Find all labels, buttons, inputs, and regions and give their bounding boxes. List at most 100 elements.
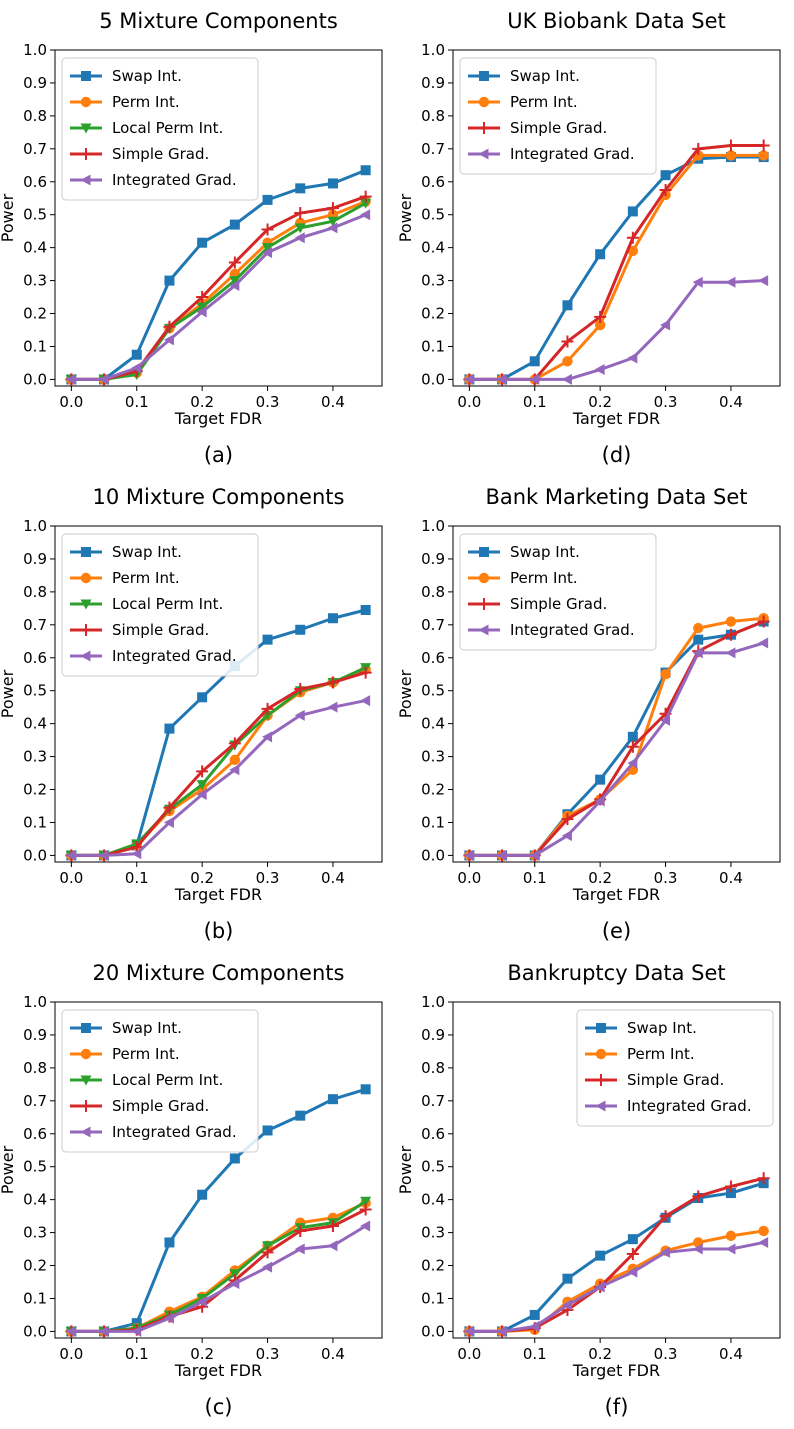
data-point xyxy=(360,198,372,209)
data-point xyxy=(757,615,770,628)
series-simple-grad xyxy=(65,666,372,862)
y-tick-label: 0.0 xyxy=(23,370,47,388)
data-point xyxy=(327,701,338,713)
data-point xyxy=(164,1237,175,1248)
data-point xyxy=(326,1220,339,1232)
data-point xyxy=(463,373,474,385)
data-point xyxy=(529,373,540,385)
data-point xyxy=(529,1320,540,1332)
data-point xyxy=(229,1278,240,1290)
x-tick-label: 0.0 xyxy=(59,1345,83,1363)
y-tick-label: 0.4 xyxy=(23,1191,47,1209)
series-integrated-grad xyxy=(463,637,769,861)
legend-entry: Perm Int. xyxy=(112,569,180,587)
data-point xyxy=(196,306,207,318)
x-tick-label: 0.4 xyxy=(321,1345,345,1363)
y-tick-label: 0.9 xyxy=(23,74,47,92)
x-axis-label: Target FDR xyxy=(572,885,660,904)
x-tick-label: 0.4 xyxy=(321,393,345,411)
x-tick-label: 0.3 xyxy=(256,869,280,887)
chart-title: Bank Marketing Data Set xyxy=(485,485,747,509)
data-point xyxy=(163,816,174,828)
chart-title: 20 Mixture Components xyxy=(93,961,345,985)
data-point xyxy=(692,142,705,155)
data-point xyxy=(595,249,606,260)
chart-title: 5 Mixture Components xyxy=(99,9,338,33)
data-point xyxy=(757,139,770,152)
legend-swatch-marker xyxy=(478,122,490,134)
series-line xyxy=(71,213,367,381)
y-tick-label: 0.0 xyxy=(421,370,445,388)
x-tick-label: 0.0 xyxy=(457,393,481,411)
y-tick-label: 0.6 xyxy=(23,173,47,191)
y-tick-label: 0.0 xyxy=(23,846,47,864)
data-point xyxy=(360,1084,371,1095)
data-point xyxy=(496,1325,507,1337)
y-tick-label: 0.1 xyxy=(23,1289,47,1307)
legend: Swap Int. Perm Int. Simple Grad. Integrated… xyxy=(459,57,657,175)
legend-box xyxy=(459,533,657,651)
data-point xyxy=(228,737,241,750)
x-tick-label: 0.4 xyxy=(321,869,345,887)
data-point xyxy=(594,364,605,376)
data-point xyxy=(562,300,573,311)
legend-swatch-marker xyxy=(595,1074,607,1086)
x-tick-label: 0.3 xyxy=(654,869,678,887)
chart-panel-5: 20 Mixture Components 0.0 0.1 0.2 0.3 0.4 0.5 0… xyxy=(0,961,383,1419)
data-point xyxy=(327,1240,338,1252)
x-axis-label: Target FDR xyxy=(174,1361,262,1380)
data-point xyxy=(294,232,305,244)
x-tick-label: 0.1 xyxy=(125,869,149,887)
data-point xyxy=(196,765,209,778)
legend-box xyxy=(61,57,259,201)
data-point xyxy=(529,1309,540,1320)
data-point xyxy=(262,247,273,259)
data-point xyxy=(131,349,142,360)
series-line xyxy=(469,641,765,857)
y-tick-label: 0.9 xyxy=(23,1026,47,1044)
y-tick-label: 0.5 xyxy=(23,1158,47,1176)
x-tick-label: 0.2 xyxy=(588,393,612,411)
legend-swatch-marker xyxy=(595,1048,607,1060)
data-point xyxy=(294,709,305,721)
data-point xyxy=(360,209,371,221)
legend: Swap Int. Perm Int. Local Perm Int. Simple … xyxy=(61,57,259,201)
data-point xyxy=(693,634,704,645)
data-point xyxy=(725,1230,737,1242)
x-tick-label: 0.2 xyxy=(588,1345,612,1363)
data-point xyxy=(163,334,174,346)
legend-swatch-marker xyxy=(80,599,92,610)
legend-swatch-marker xyxy=(81,71,91,81)
data-point xyxy=(229,1153,240,1164)
data-point xyxy=(262,1241,274,1252)
y-tick-label: 0.2 xyxy=(421,305,445,323)
data-point xyxy=(229,280,240,292)
legend-entry: Integrated Grad. xyxy=(627,1097,752,1115)
data-point xyxy=(660,669,671,680)
legend-swatch-marker xyxy=(80,650,91,662)
y-tick-label: 0.5 xyxy=(23,682,47,700)
series-integrated-grad xyxy=(463,1236,769,1337)
data-point xyxy=(164,723,175,734)
legend-entry: Perm Int. xyxy=(510,93,578,111)
data-point xyxy=(163,320,176,333)
y-tick-label: 0.8 xyxy=(23,1059,47,1077)
chart-panel-1: 5 Mixture Components 0.0 0.1 0.2 0.3 0.4 0.5 0.… xyxy=(0,9,383,467)
y-tick-label: 1.0 xyxy=(23,993,47,1011)
series-line xyxy=(71,168,367,381)
data-point xyxy=(758,1236,769,1248)
data-point xyxy=(360,605,371,615)
data-point xyxy=(65,1325,76,1337)
data-point xyxy=(262,194,273,205)
y-tick-label: 0.1 xyxy=(421,1289,445,1307)
y-tick-label: 0.6 xyxy=(421,649,445,667)
y-tick-label: 1.0 xyxy=(421,41,445,59)
data-point xyxy=(197,692,208,703)
legend-swatch-marker xyxy=(81,1023,91,1033)
data-point xyxy=(660,1246,671,1258)
data-point xyxy=(724,1180,737,1193)
x-tick-label: 0.3 xyxy=(654,393,678,411)
legend-swatch-marker xyxy=(80,174,91,186)
legend-swatch-marker xyxy=(478,572,490,584)
data-point xyxy=(196,291,209,304)
